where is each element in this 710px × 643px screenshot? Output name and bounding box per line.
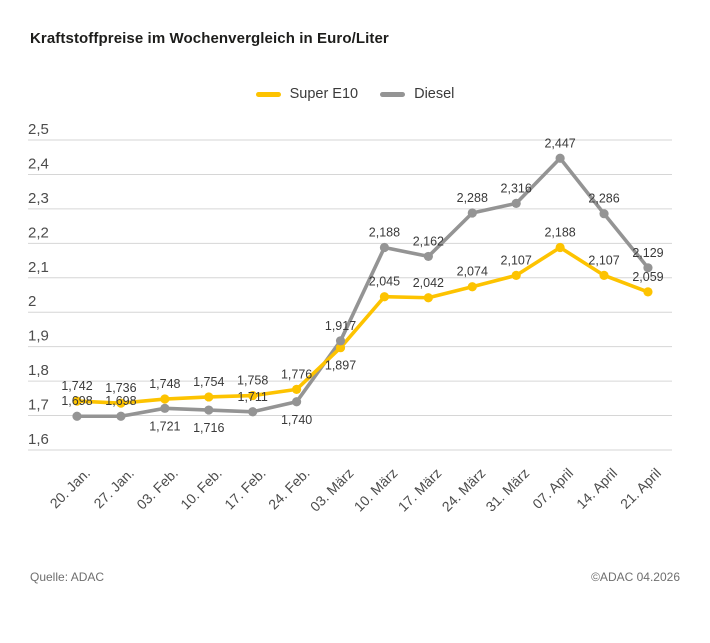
legend-swatch-icon [380,91,406,97]
x-tick-label: 10. März [351,465,401,515]
data-label: 2,074 [457,265,488,279]
data-label: 1,748 [149,377,180,391]
x-tick-label: 24. Feb. [265,465,313,513]
y-tick-label: 1,7 [28,397,49,414]
x-tick-label: 21. April [617,465,664,512]
data-label: 1,698 [61,394,92,408]
data-label: 1,742 [61,379,92,393]
data-label: 2,316 [501,181,532,195]
data-point-diesel [72,411,82,421]
data-label: 2,188 [544,225,575,239]
y-tick-label: 2,5 [28,121,49,138]
chart-title: Kraftstoffpreise im Wochenvergleich in E… [30,30,389,47]
data-point-diesel [116,411,126,421]
data-point-diesel [335,336,346,346]
data-point-super-e10 [116,398,126,408]
fuel-price-line-chart: 2,5 2,4 2,3 2,2 2,1 2 1,9 1,8 1,7 1,6 20. Jan.27. … [28,121,672,515]
data-label: 2,107 [501,253,532,267]
data-point-diesel [292,397,302,407]
x-tick-label: 03. März [307,465,357,515]
data-label: 1,897 [325,359,356,373]
data-point-super-e10 [423,293,433,303]
data-label: 2,042 [413,276,444,290]
data-point-diesel [511,198,521,208]
data-label: 1,754 [193,375,224,389]
data-point-super-e10 [379,292,390,302]
chart-legend: Super E10 Diesel [0,86,710,102]
legend-label: Diesel [414,86,455,102]
data-point-diesel [248,407,258,417]
data-label: 2,188 [369,225,400,239]
y-tick-label: 2,1 [28,259,49,276]
data-label: 2,162 [413,234,444,248]
data-label: 2,288 [457,191,488,205]
x-tick-label: 10. Feb. [177,465,225,513]
line-diesel [75,156,650,419]
data-label: 2,129 [632,246,663,260]
data-point-super-e10 [204,392,214,402]
y-tick-label: 2,2 [28,224,49,241]
data-point-super-e10 [160,394,170,404]
source-note: Quelle: ADAC [30,570,105,584]
y-tick-label: 1,8 [28,362,49,379]
data-point-super-e10 [292,384,302,394]
data-label: 2,059 [632,270,663,284]
x-tick-label: 03. Feb. [133,465,181,513]
data-point-super-e10 [643,287,653,297]
data-label: 1,736 [105,381,136,395]
x-tick-label: 24. März [439,465,489,515]
data-point-super-e10 [248,390,258,401]
data-label: 2,447 [544,136,575,150]
data-point-diesel [599,209,609,219]
data-point-super-e10 [555,242,565,253]
data-label: 1,698 [105,394,136,408]
x-tick-label: 17. März [395,465,445,515]
data-label: 1,721 [149,419,180,433]
data-point-super-e10 [511,270,521,280]
data-point-diesel [467,208,477,218]
x-tick-label: 20. Jan. [47,465,94,512]
data-point-super-e10 [467,282,477,292]
data-label: 1,716 [193,421,224,435]
y-tick-label: 1,6 [28,431,49,448]
y-tick-label: 1,9 [28,328,49,345]
data-point-super-e10 [335,343,346,353]
chart-footer: Quelle: ADAC ©ADAC 04.2026 [30,570,680,584]
data-label: 1,917 [325,319,356,333]
data-point-diesel [423,251,433,262]
legend-item-super-e10: Super E10 [255,86,359,102]
x-tick-label: 27. Jan. [90,465,137,512]
x-tick-label: 14. April [573,465,620,512]
data-point-diesel [160,403,170,413]
x-tick-label: 17. Feb. [221,465,269,513]
copyright-note: ©ADAC 04.2026 [591,570,680,584]
data-point-diesel [555,153,565,163]
data-label: 1,758 [237,374,268,388]
data-label: 2,045 [369,275,400,289]
data-point-diesel [379,242,390,253]
data-point-super-e10 [599,270,609,280]
line-super-e10 [75,245,650,405]
data-point-diesel [204,405,214,415]
data-label: 2,286 [588,192,619,206]
legend-label: Super E10 [289,86,359,102]
data-point-diesel [643,263,653,273]
data-label: 1,711 [238,390,268,404]
x-tick-label: 31. März [482,465,532,515]
data-point-super-e10 [72,396,82,406]
x-tick-label: 07. April [529,465,576,512]
y-tick-label: 2,3 [28,190,49,207]
data-label: 2,107 [588,253,619,267]
legend-item-diesel: Diesel [380,86,454,102]
data-label: 1,776 [281,367,312,381]
data-label: 1,740 [281,413,312,427]
y-tick-label: 2,4 [28,155,49,172]
y-tick-label: 2 [28,293,36,310]
legend-swatch-icon [255,91,281,97]
